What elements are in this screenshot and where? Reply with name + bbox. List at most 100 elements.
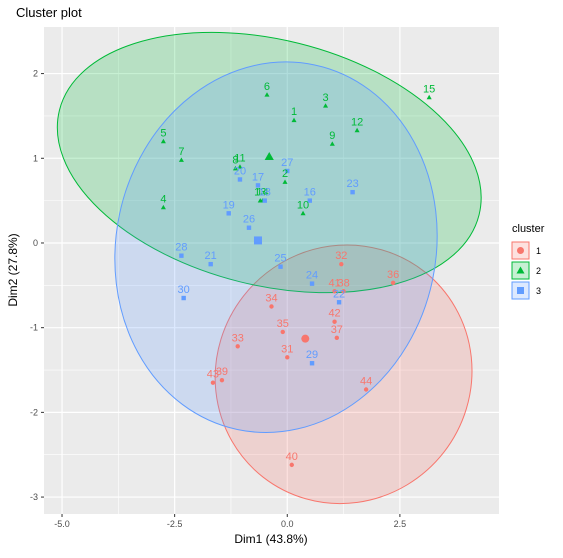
point-label-29: 29 bbox=[306, 349, 318, 361]
point-label-15: 15 bbox=[423, 83, 435, 95]
point-17 bbox=[255, 183, 261, 188]
point-label-16: 16 bbox=[304, 187, 316, 199]
cluster-centroids bbox=[253, 151, 310, 343]
point-8 bbox=[232, 165, 238, 171]
point-label-1: 1 bbox=[291, 106, 297, 118]
point-label-7: 7 bbox=[178, 146, 184, 158]
point-label-33: 33 bbox=[232, 332, 244, 344]
point-label-18: 18 bbox=[259, 187, 271, 199]
point-label-25: 25 bbox=[274, 253, 286, 265]
point-label-32: 32 bbox=[335, 250, 347, 262]
y-tick-label: -3 bbox=[30, 492, 38, 502]
point-26 bbox=[246, 225, 252, 230]
point-16 bbox=[307, 198, 312, 203]
point-29 bbox=[309, 361, 315, 366]
legend-marker-2 bbox=[516, 266, 525, 274]
point-label-36: 36 bbox=[387, 269, 399, 281]
point-label-17: 17 bbox=[252, 171, 264, 183]
point-11 bbox=[237, 164, 243, 169]
point-label-31: 31 bbox=[281, 343, 293, 355]
point-44 bbox=[363, 387, 369, 392]
point-label-44: 44 bbox=[360, 375, 372, 387]
point-label-12: 12 bbox=[351, 116, 363, 128]
legend-marker-1 bbox=[517, 247, 524, 254]
point-label-11: 11 bbox=[234, 153, 245, 165]
point-label-10: 10 bbox=[297, 199, 309, 211]
point-label-30: 30 bbox=[178, 284, 190, 296]
point-5 bbox=[160, 138, 166, 144]
point-label-4: 4 bbox=[160, 193, 166, 205]
point-18 bbox=[262, 198, 267, 203]
point-label-42: 42 bbox=[328, 308, 340, 320]
point-10 bbox=[300, 210, 306, 216]
legend: cluster 1 2 3 bbox=[511, 223, 545, 300]
point-35 bbox=[280, 329, 285, 335]
point-15 bbox=[426, 94, 432, 100]
centroid-3 bbox=[253, 236, 262, 245]
point-27 bbox=[285, 168, 290, 174]
point-42 bbox=[332, 319, 337, 324]
legend-label-2: 2 bbox=[536, 266, 541, 276]
y-tick-label: 0 bbox=[33, 238, 38, 248]
point-32 bbox=[339, 261, 344, 267]
point-31 bbox=[285, 355, 290, 360]
y-tick-label: -1 bbox=[30, 323, 38, 333]
point-36 bbox=[390, 280, 396, 285]
point-30 bbox=[181, 295, 186, 301]
cluster-ellipse-3 bbox=[114, 61, 438, 433]
chart-title: Cluster plot bbox=[16, 5, 82, 20]
point-label-40: 40 bbox=[286, 451, 298, 463]
point-40 bbox=[289, 462, 294, 468]
point-label-13: 13 bbox=[254, 187, 266, 199]
cluster-ellipse-1 bbox=[214, 244, 473, 505]
y-tick-label: -2 bbox=[30, 407, 38, 417]
x-axis-label: Dim1 (43.8%) bbox=[234, 532, 307, 546]
centroid-2 bbox=[264, 151, 274, 161]
point-label-3: 3 bbox=[322, 92, 328, 104]
legend-title: cluster bbox=[512, 223, 545, 235]
point-24 bbox=[309, 281, 315, 286]
legend-label-3: 3 bbox=[536, 286, 541, 296]
point-7 bbox=[178, 157, 184, 162]
point-label-26: 26 bbox=[243, 214, 255, 226]
point-12 bbox=[354, 127, 360, 133]
point-label-2: 2 bbox=[282, 168, 288, 180]
point-1 bbox=[291, 117, 297, 123]
point-9 bbox=[329, 141, 335, 146]
legend-label-1: 1 bbox=[536, 246, 541, 256]
point-label-21: 21 bbox=[205, 250, 217, 262]
cluster-ellipses bbox=[56, 31, 482, 505]
point-22 bbox=[336, 300, 342, 305]
point-33 bbox=[235, 344, 240, 349]
point-label-35: 35 bbox=[277, 318, 289, 330]
point-43 bbox=[210, 380, 216, 385]
point-labels: 3132333435363738394041424344123456789101… bbox=[160, 81, 435, 463]
point-3 bbox=[323, 103, 329, 108]
x-tick-label: -5.0 bbox=[54, 519, 70, 529]
centroid-1 bbox=[301, 334, 310, 343]
point-34 bbox=[269, 304, 274, 309]
x-tick-label: 2.5 bbox=[394, 519, 407, 529]
point-label-28: 28 bbox=[175, 242, 187, 254]
y-tick-label: 2 bbox=[33, 69, 38, 79]
point-41 bbox=[332, 289, 337, 294]
point-label-43: 43 bbox=[207, 369, 219, 381]
point-6 bbox=[264, 92, 270, 97]
point-label-19: 19 bbox=[223, 199, 235, 211]
point-label-9: 9 bbox=[329, 130, 335, 142]
point-21 bbox=[208, 261, 213, 267]
point-label-5: 5 bbox=[160, 127, 166, 139]
point-label-20: 20 bbox=[234, 165, 246, 177]
point-label-6: 6 bbox=[264, 81, 270, 93]
point-label-39: 39 bbox=[216, 366, 228, 378]
legend-marker-3 bbox=[517, 287, 524, 294]
point-label-22: 22 bbox=[333, 288, 345, 300]
data-points bbox=[160, 92, 432, 468]
point-label-38: 38 bbox=[337, 277, 349, 289]
point-label-14: 14 bbox=[256, 187, 268, 199]
point-38 bbox=[341, 289, 346, 294]
y-tick-label: 1 bbox=[33, 153, 38, 163]
point-28 bbox=[179, 253, 184, 258]
point-2 bbox=[282, 179, 288, 184]
x-tick-label: -2.5 bbox=[167, 519, 183, 529]
